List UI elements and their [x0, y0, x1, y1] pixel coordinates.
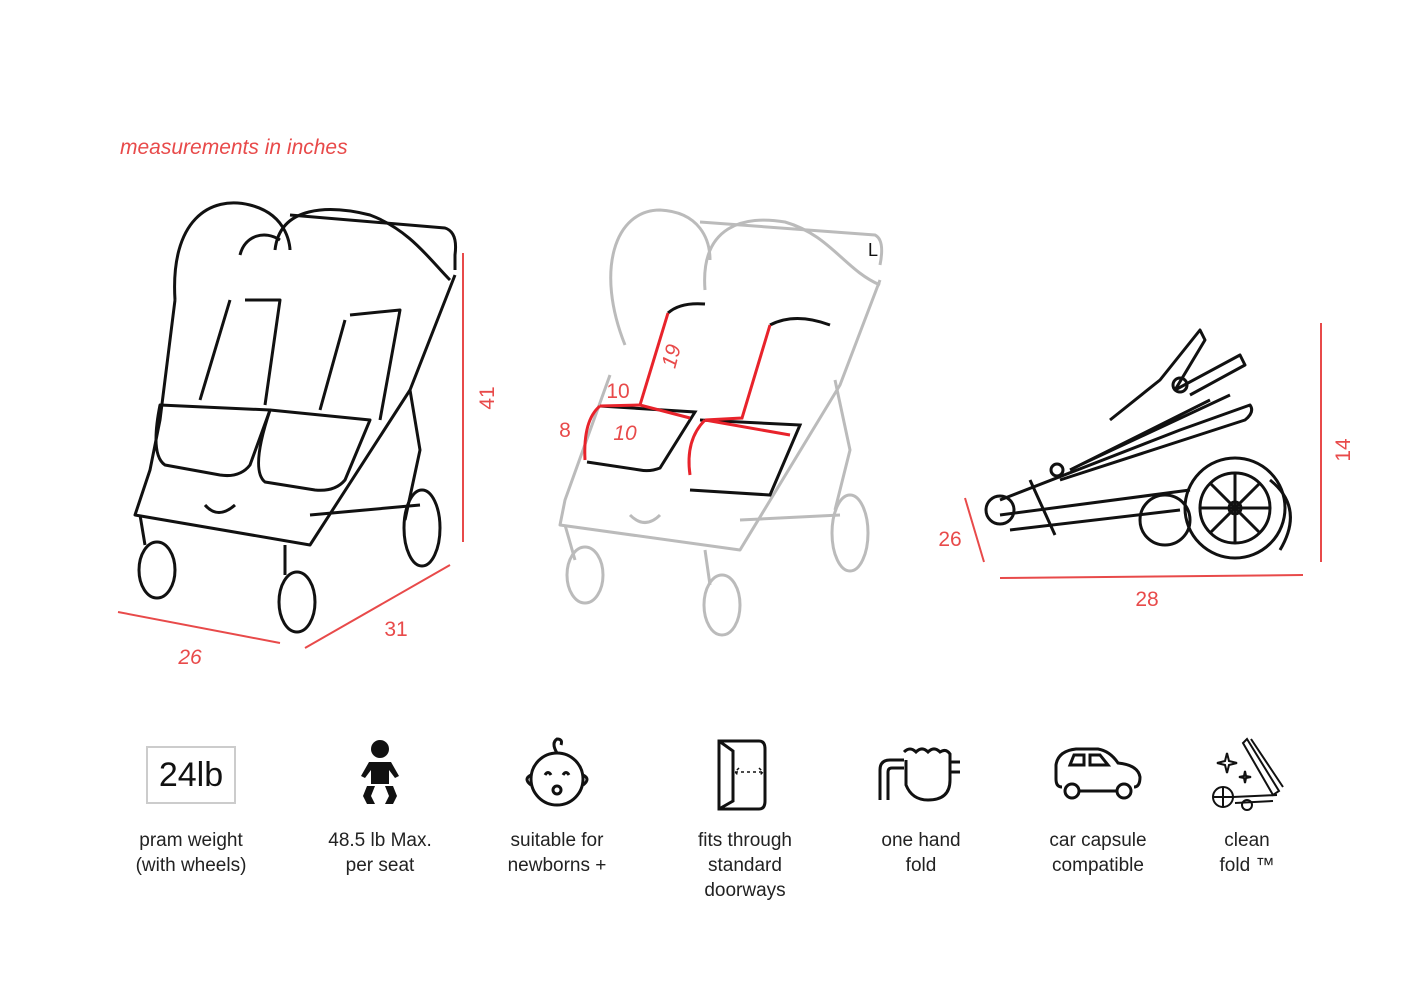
doorway-icon	[660, 739, 830, 811]
seat-backrest-label: 19	[658, 342, 686, 371]
baby-face-icon	[472, 737, 642, 810]
feature-max-weight: 48.5 lb Max. per seat	[295, 740, 465, 878]
feature-label: pram weight (with wheels)	[135, 830, 247, 876]
feature-one-hand-fold: one hand fold	[836, 740, 1006, 878]
child-icon	[295, 740, 465, 810]
measurements-note: measurements in inches	[120, 136, 348, 159]
front-height-label: 41	[476, 386, 499, 409]
feature-label: 48.5 lb Max. per seat	[328, 830, 432, 876]
folded-width-label: 26	[938, 528, 961, 551]
front-width-label: 26	[177, 646, 202, 669]
stroller-front-dimensions	[117, 253, 464, 649]
feature-label: fits through standard doorways	[698, 830, 792, 901]
footrest-label: 8	[559, 419, 571, 442]
seat-width-label: 10	[606, 380, 629, 403]
feature-pram-weight: 24lb pram weight (with wheels)	[106, 740, 276, 878]
feature-car-capsule: car capsule compatible	[1013, 740, 1183, 878]
stroller-seat-outline	[586, 302, 831, 497]
stroller-folded-drawing	[984, 328, 1292, 560]
front-depth-label: 31	[384, 618, 407, 641]
feature-label: suitable for newborns +	[507, 830, 607, 876]
stroller-seat-drawing	[558, 208, 884, 637]
hand-fold-icon	[836, 740, 1006, 810]
clean-fold-icon	[1162, 737, 1332, 811]
feature-doorways: fits through standard doorways	[660, 739, 830, 903]
car-icon	[1013, 740, 1183, 810]
feature-newborns: suitable for newborns +	[472, 737, 642, 878]
feature-label: car capsule compatible	[1049, 830, 1147, 876]
stroller-seat-dimensions	[583, 312, 791, 476]
seat-depth-label: 10	[613, 422, 637, 445]
feature-label: one hand fold	[881, 830, 961, 876]
stroller-front-drawing	[133, 201, 457, 634]
folded-length-label: 28	[1135, 588, 1158, 611]
feature-label: clean fold ™	[1219, 830, 1275, 876]
marker-label: L	[868, 240, 878, 260]
feature-clean-fold: clean fold ™	[1162, 737, 1332, 878]
weight-box-icon: 24lb	[146, 746, 236, 804]
folded-height-label: 14	[1332, 438, 1355, 462]
stroller-folded-dimensions	[964, 323, 1322, 579]
